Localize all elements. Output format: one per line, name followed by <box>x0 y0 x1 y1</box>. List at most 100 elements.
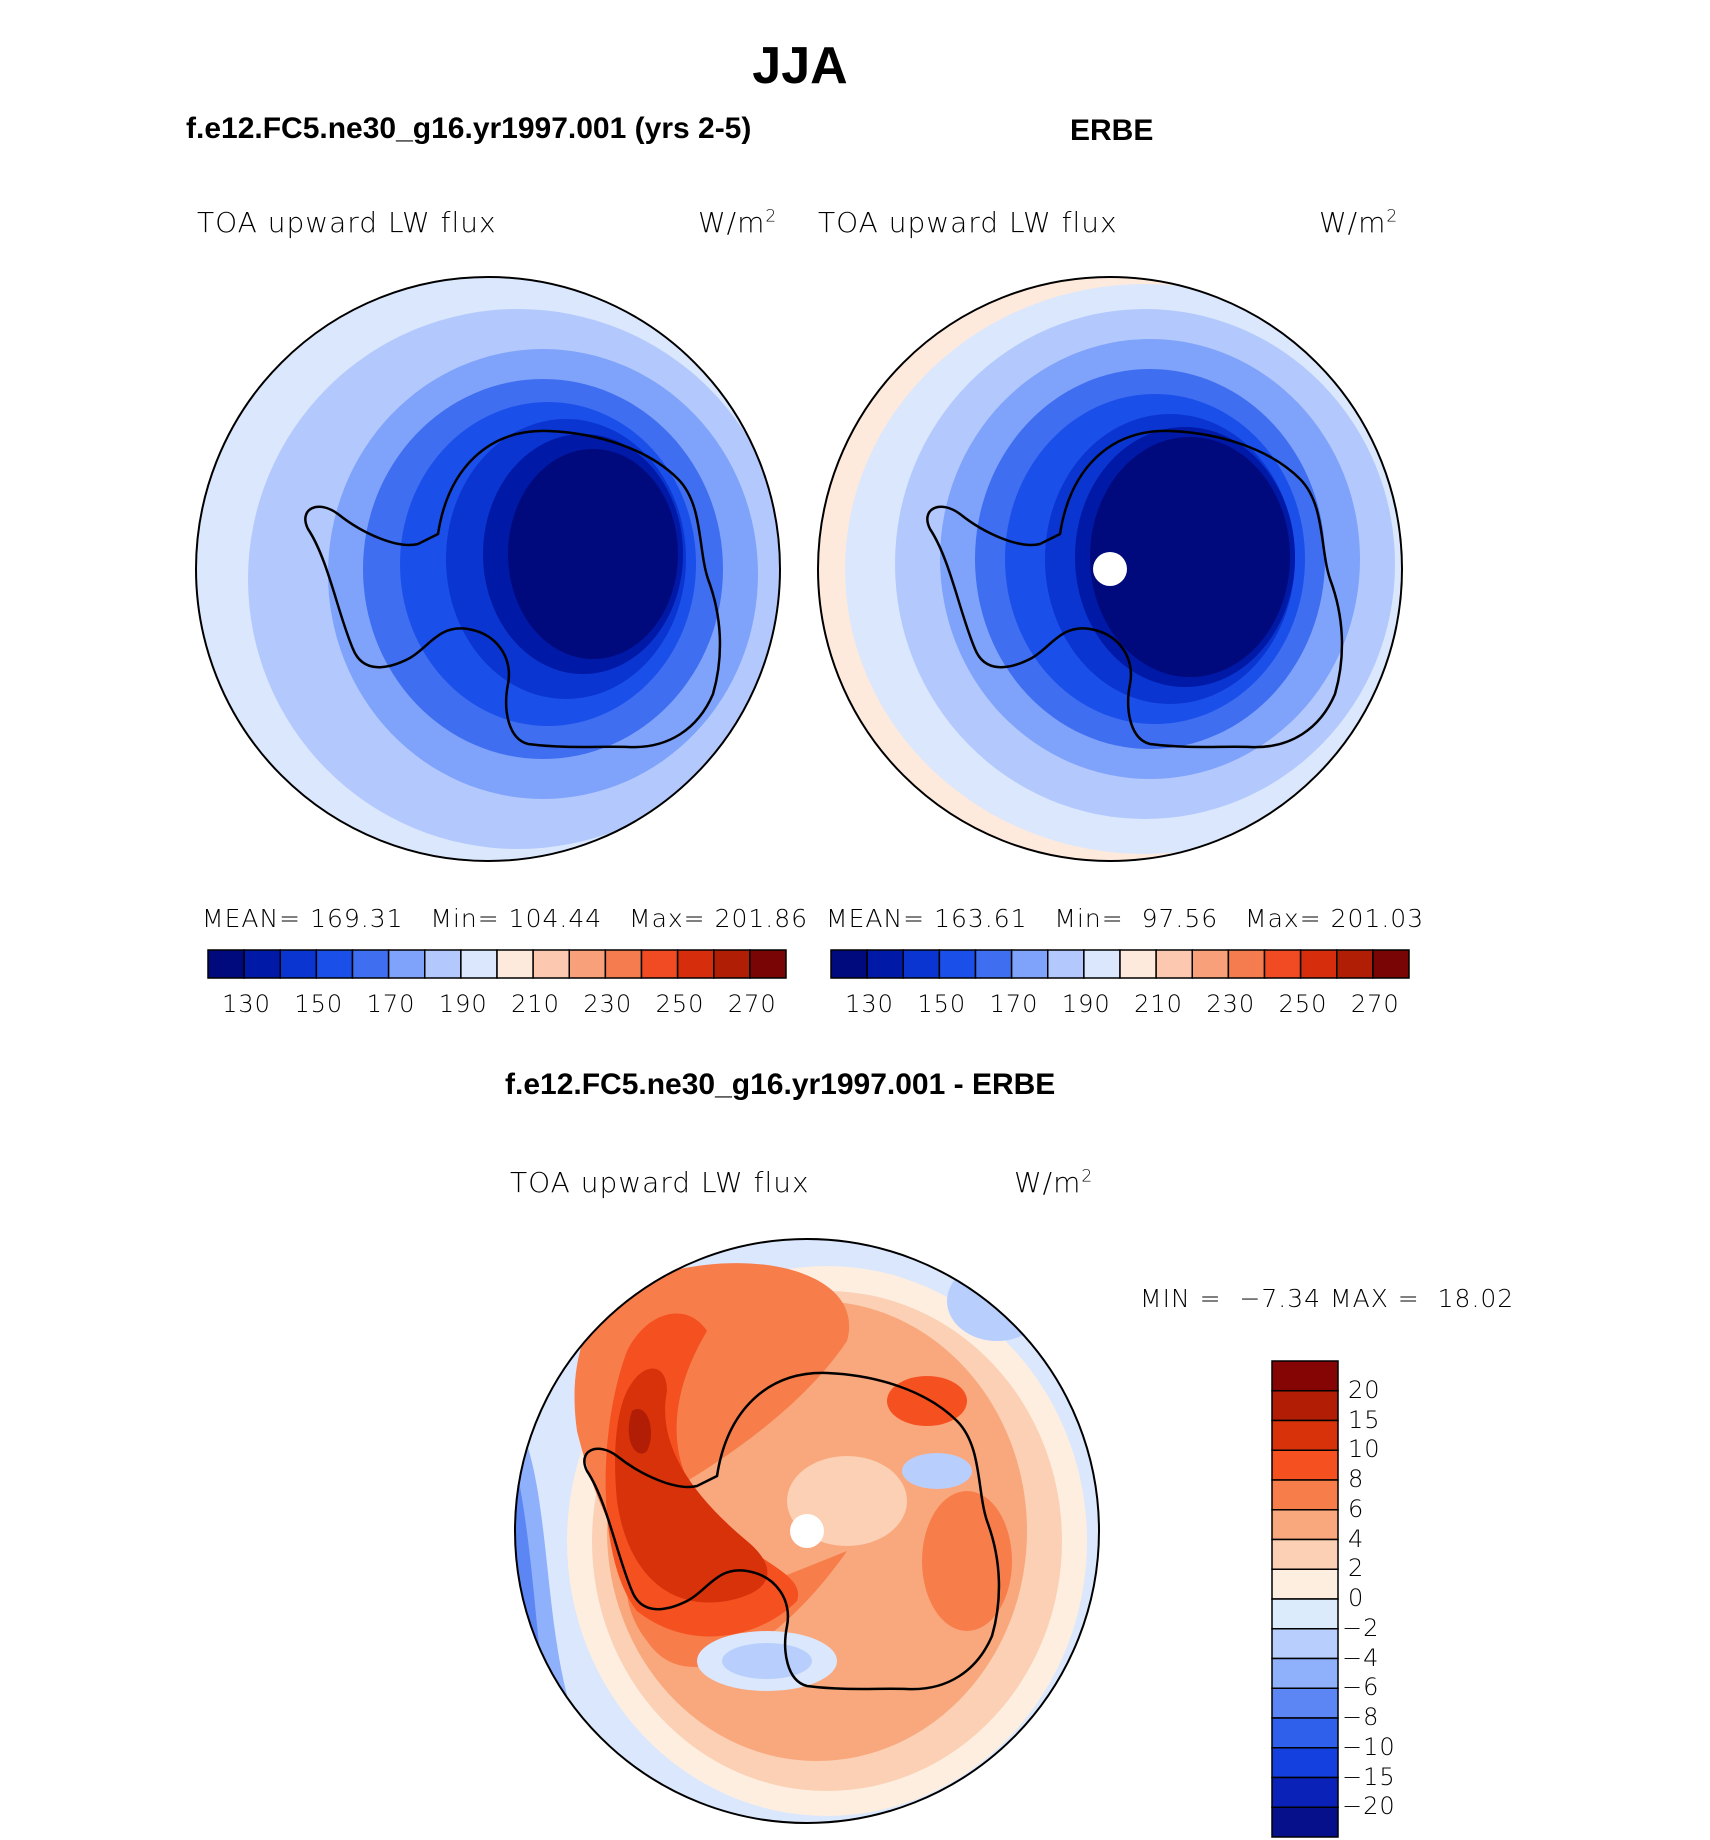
model-colorbar-tick-label: 130 <box>222 990 271 1018</box>
model-colorbar-tick-label: 190 <box>438 990 488 1018</box>
model-colorbar-swatch <box>424 949 462 979</box>
model-colorbar-swatch <box>243 949 281 979</box>
model-polar-map <box>195 276 781 862</box>
obs-colorbar-swatch <box>830 949 868 979</box>
diff-colorbar-tick-label: 6 <box>1348 1494 1365 1523</box>
obs-colorbar-swatch <box>938 949 977 979</box>
diff-title: f.e12.FC5.ne30_g16.yr1997.001 - ERBE <box>505 1068 1056 1101</box>
diff-colorbar-tick-label: 8 <box>1348 1465 1365 1493</box>
obs-colorbar-swatch <box>1336 949 1374 979</box>
diff-colorbar-tick-label: −20 <box>1342 1792 1396 1821</box>
obs-variable-label: TOA upward LW flux <box>818 206 1118 239</box>
diff-colorbar-swatch <box>1271 1419 1339 1451</box>
diff-colorbar-swatch <box>1271 1687 1339 1719</box>
obs-colorbar-swatch <box>1155 949 1193 979</box>
model-colorbar-swatch <box>749 949 787 979</box>
diff-colorbar-tick-label: −10 <box>1342 1732 1396 1761</box>
diff-colorbar-swatch <box>1271 1479 1339 1511</box>
diff-colorbar-tick-label: 20 <box>1348 1375 1381 1404</box>
model-colorbar-tick-label: 250 <box>655 990 705 1018</box>
obs-unit-label: W/m2 <box>1319 206 1399 239</box>
diff-colorbar-swatch <box>1271 1509 1339 1541</box>
diff-colorbar-tick-label: 10 <box>1348 1435 1381 1464</box>
obs-colorbar-swatch <box>866 949 904 979</box>
obs-colorbar-swatch <box>1227 949 1266 979</box>
obs-colorbar-swatch <box>1047 949 1085 979</box>
model-colorbar-swatch <box>496 949 534 979</box>
model-colorbar-swatch <box>676 949 715 979</box>
model-colorbar-tick-label: 210 <box>511 990 560 1018</box>
obs-colorbar-tick-label: 270 <box>1350 990 1400 1018</box>
obs-colorbar-swatch <box>1263 949 1302 979</box>
main-title: JJA <box>752 37 848 95</box>
diff-colorbar-swatch <box>1271 1568 1339 1600</box>
model-colorbar-swatch <box>532 949 570 979</box>
diff-colorbar-swatch <box>1271 1360 1339 1392</box>
model-colorbar-swatch <box>460 949 498 979</box>
model-colorbar-swatch <box>315 949 354 979</box>
diff-polar-map <box>514 1238 1100 1824</box>
diff-colorbar-swatch <box>1271 1717 1339 1749</box>
model-colorbar-swatch <box>279 949 318 979</box>
diff-colorbar-tick-label: 0 <box>1348 1584 1365 1612</box>
diff-colorbar-swatch <box>1271 1776 1339 1808</box>
obs-colorbar-tick-label: 210 <box>1134 990 1183 1018</box>
diff-colorbar-swatch <box>1271 1598 1339 1630</box>
diff-colorbar-swatch <box>1271 1747 1339 1779</box>
obs-stats: MEAN= 163.61 Min= 97.56 Max= 201.03 <box>826 904 1425 933</box>
obs-colorbar-swatch <box>1119 949 1157 979</box>
model-colorbar-tick-label: 230 <box>583 990 633 1018</box>
model-colorbar-tick-label: 170 <box>366 990 416 1018</box>
diff-colorbar-ticks: 20 15 10 8 6 4 2 0 −2 −4 −6 −8 −10 −15 −20 <box>1342 1360 1438 1840</box>
model-colorbar-tick-label: 270 <box>727 990 777 1018</box>
diff-colorbar-tick-label: 4 <box>1348 1524 1365 1553</box>
model-colorbar-swatch <box>640 949 679 979</box>
diff-colorbar-swatch <box>1271 1538 1339 1570</box>
model-subtitle: f.e12.FC5.ne30_g16.yr1997.001 (yrs 2-5) <box>186 112 752 145</box>
obs-subtitle: ERBE <box>1070 114 1154 147</box>
obs-colorbar-tick-label: 150 <box>917 990 967 1018</box>
model-colorbar-swatch <box>351 949 390 979</box>
model-unit-label: W/m2 <box>698 206 778 239</box>
model-colorbar-swatch <box>604 949 643 979</box>
diff-colorbar-tick-label: −4 <box>1342 1643 1380 1672</box>
diff-colorbar-swatch <box>1271 1657 1339 1689</box>
model-colorbar-tick-label: 150 <box>294 990 344 1018</box>
obs-colorbar-tick-label: 230 <box>1206 990 1256 1018</box>
obs-colorbar-swatch <box>1299 949 1338 979</box>
diff-colorbar-tick-label: −6 <box>1342 1673 1380 1702</box>
diff-colorbar-tick-label: 2 <box>1348 1554 1365 1583</box>
obs-colorbar-swatch <box>1372 949 1410 979</box>
model-colorbar-swatch <box>713 949 751 979</box>
model-colorbar-swatch <box>568 949 607 979</box>
obs-colorbar-tick-label: 250 <box>1278 990 1328 1018</box>
diff-colorbar-swatch <box>1271 1390 1339 1422</box>
obs-colorbar <box>830 949 1410 979</box>
diff-colorbar-swatch <box>1271 1806 1339 1838</box>
obs-colorbar-swatch <box>1010 949 1049 979</box>
obs-colorbar-swatch <box>902 949 941 979</box>
model-colorbar-ticks: 130 150 170 190 210 230 250 270 <box>207 990 787 1020</box>
obs-colorbar-ticks: 130 150 170 190 210 230 250 270 <box>830 990 1410 1020</box>
model-stats: MEAN= 169.31 Min= 104.44 Max= 201.86 <box>202 904 809 933</box>
diff-colorbar-tick-label: 15 <box>1348 1405 1381 1434</box>
diff-stats: MIN = −7.34 MAX = 18.02 <box>1140 1284 1515 1313</box>
obs-colorbar-tick-label: 170 <box>989 990 1039 1018</box>
diff-colorbar <box>1271 1360 1339 1838</box>
obs-colorbar-swatch <box>1191 949 1230 979</box>
model-colorbar-swatch <box>387 949 426 979</box>
diff-colorbar-tick-label: −2 <box>1342 1613 1380 1642</box>
diff-colorbar-tick-label: −15 <box>1342 1762 1396 1791</box>
diff-colorbar-tick-label: −8 <box>1342 1703 1380 1731</box>
obs-colorbar-swatch <box>974 949 1013 979</box>
obs-polar-map <box>817 276 1403 862</box>
diff-colorbar-swatch <box>1271 1449 1339 1481</box>
model-variable-label: TOA upward LW flux <box>197 206 497 239</box>
obs-colorbar-tick-label: 130 <box>845 990 894 1018</box>
model-colorbar <box>207 949 787 979</box>
obs-colorbar-tick-label: 190 <box>1061 990 1111 1018</box>
diff-unit-label: W/m2 <box>1014 1166 1094 1199</box>
model-colorbar-swatch <box>207 949 245 979</box>
obs-colorbar-swatch <box>1083 949 1121 979</box>
diff-colorbar-swatch <box>1271 1628 1339 1660</box>
